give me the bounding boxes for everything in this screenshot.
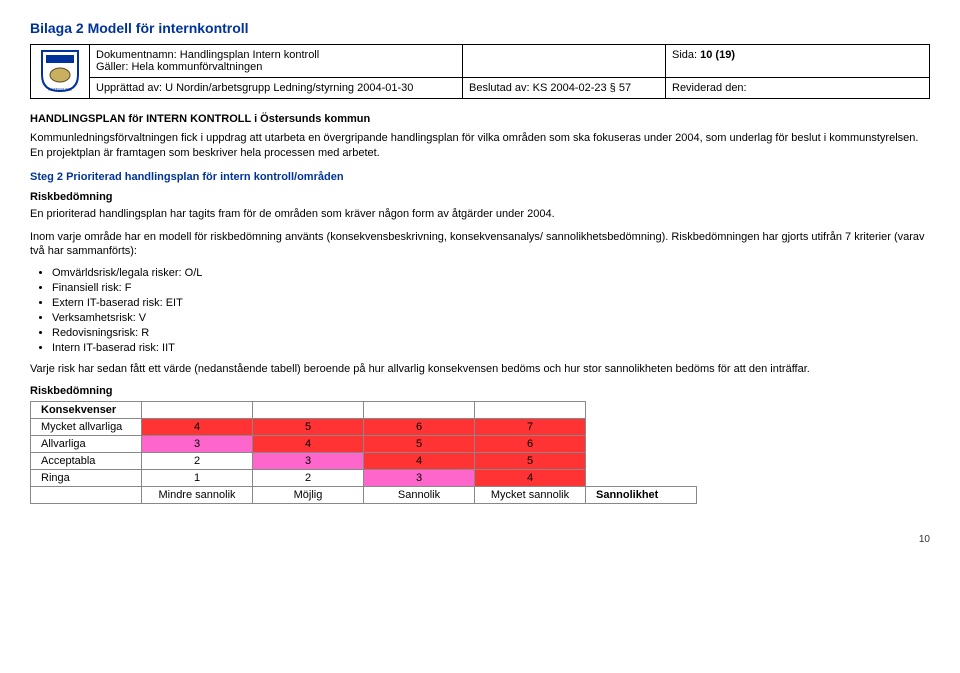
applies-label: Gäller: xyxy=(96,61,128,73)
page-label: Sida: xyxy=(672,49,697,61)
risk-table-blank xyxy=(253,402,364,419)
list-item: Redovisningsrisk: R xyxy=(52,327,930,339)
decided-label: Beslutad av: xyxy=(469,82,530,94)
footer-label: Sannolik xyxy=(364,487,475,504)
paragraph-3: Inom varje område har en modell för risk… xyxy=(30,230,930,260)
svg-text:ÖSTERSUND: ÖSTERSUND xyxy=(48,87,72,92)
risk-cell: 4 xyxy=(253,436,364,453)
doc-name-label: Dokumentnamn: xyxy=(96,49,177,61)
risk-table-blank xyxy=(364,402,475,419)
decided-cell: Beslutad av: KS 2004-02-23 § 57 xyxy=(463,78,666,99)
row-label: Acceptabla xyxy=(31,453,142,470)
table-row: Acceptabla 2 3 4 5 xyxy=(31,453,697,470)
paragraph-4: Varje risk har sedan fått ett värde (ned… xyxy=(30,362,930,377)
risk-matrix-table: Konsekvenser Mycket allvarliga 4 5 6 7 A… xyxy=(30,401,697,504)
footer-blank xyxy=(31,487,142,504)
risk-cell: 5 xyxy=(253,419,364,436)
risk-table-blank xyxy=(586,436,697,453)
document-header-table: ÖSTERSUND Dokumentnamn: Handlingsplan In… xyxy=(30,44,930,99)
risk-cell: 5 xyxy=(475,453,586,470)
risk-cell: 6 xyxy=(475,436,586,453)
author-cell: Upprättad av: U Nordin/arbetsgrupp Ledni… xyxy=(90,78,463,99)
risk-table-blank xyxy=(586,453,697,470)
risk-table-corner: Konsekvenser xyxy=(31,402,142,419)
risk-cell: 5 xyxy=(364,436,475,453)
row-label: Ringa xyxy=(31,470,142,487)
list-item: Verksamhetsrisk: V xyxy=(52,312,930,324)
risk-table-blank xyxy=(586,419,697,436)
risk-table-blank xyxy=(586,470,697,487)
table-footer-row: Mindre sannolik Möjlig Sannolik Mycket s… xyxy=(31,487,697,504)
risk-cell: 4 xyxy=(475,470,586,487)
risk-cell: 2 xyxy=(253,470,364,487)
decided-value: KS 2004-02-23 § 57 xyxy=(533,82,631,94)
author-value: U Nordin/arbetsgrupp Ledning/styrning 20… xyxy=(165,82,413,94)
risk-cell: 4 xyxy=(142,419,253,436)
risk-subheading-1: Riskbedömning xyxy=(30,191,930,203)
table-row: Mycket allvarliga 4 5 6 7 xyxy=(31,419,697,436)
risk-cell: 2 xyxy=(142,453,253,470)
row-label: Allvarliga xyxy=(31,436,142,453)
page-number: 10 xyxy=(30,534,930,545)
risk-cell: 7 xyxy=(475,419,586,436)
footer-label: Möjlig xyxy=(253,487,364,504)
risk-cell: 4 xyxy=(364,453,475,470)
row-label: Mycket allvarliga xyxy=(31,419,142,436)
paragraph-2: En prioriterad handlingsplan har tagits … xyxy=(30,207,930,222)
risk-cell: 3 xyxy=(364,470,475,487)
logo-cell: ÖSTERSUND xyxy=(31,45,90,99)
risk-cell: 3 xyxy=(142,436,253,453)
risk-categories-list: Omvärldsrisk/legala risker: O/L Finansie… xyxy=(52,267,930,354)
risk-subheading-2: Riskbedömning xyxy=(30,385,930,397)
risk-cell: 3 xyxy=(253,453,364,470)
risk-table-blank xyxy=(142,402,253,419)
risk-cell: 6 xyxy=(364,419,475,436)
table-row: Allvarliga 3 4 5 6 xyxy=(31,436,697,453)
author-label: Upprättad av: xyxy=(96,82,162,94)
risk-table-blank xyxy=(475,402,586,419)
risk-cell: 1 xyxy=(142,470,253,487)
step-heading: Steg 2 Prioriterad handlingsplan för int… xyxy=(30,171,930,183)
revised-label: Reviderad den: xyxy=(672,82,747,94)
applies-value: Hela kommunförvaltningen xyxy=(131,61,262,73)
list-item: Intern IT-baserad risk: IIT xyxy=(52,342,930,354)
page-cell: Sida: 10 (19) xyxy=(666,45,930,78)
doc-name-value: Handlingsplan Intern kontroll xyxy=(180,49,319,61)
list-item: Extern IT-baserad risk: EIT xyxy=(52,297,930,309)
page-value: 10 (19) xyxy=(700,49,735,61)
page-title: Bilaga 2 Modell för internkontroll xyxy=(30,20,930,36)
table-row: Ringa 1 2 3 4 xyxy=(31,470,697,487)
footer-label: Mindre sannolik xyxy=(142,487,253,504)
footer-label: Mycket sannolik xyxy=(475,487,586,504)
list-item: Omvärldsrisk/legala risker: O/L xyxy=(52,267,930,279)
revised-cell: Reviderad den: xyxy=(666,78,930,99)
list-item: Finansiell risk: F xyxy=(52,282,930,294)
decided-empty-top xyxy=(463,45,666,78)
risk-table-blank xyxy=(586,402,697,419)
footer-axis-label: Sannolikhet xyxy=(586,487,697,504)
intro-paragraph: Kommunledningsförvaltningen fick i uppdr… xyxy=(30,131,930,161)
main-heading: HANDLINGSPLAN för INTERN KONTROLL i Öste… xyxy=(30,113,930,125)
coat-of-arms-icon: ÖSTERSUND xyxy=(40,49,80,93)
doc-name-cell: Dokumentnamn: Handlingsplan Intern kontr… xyxy=(90,45,463,78)
